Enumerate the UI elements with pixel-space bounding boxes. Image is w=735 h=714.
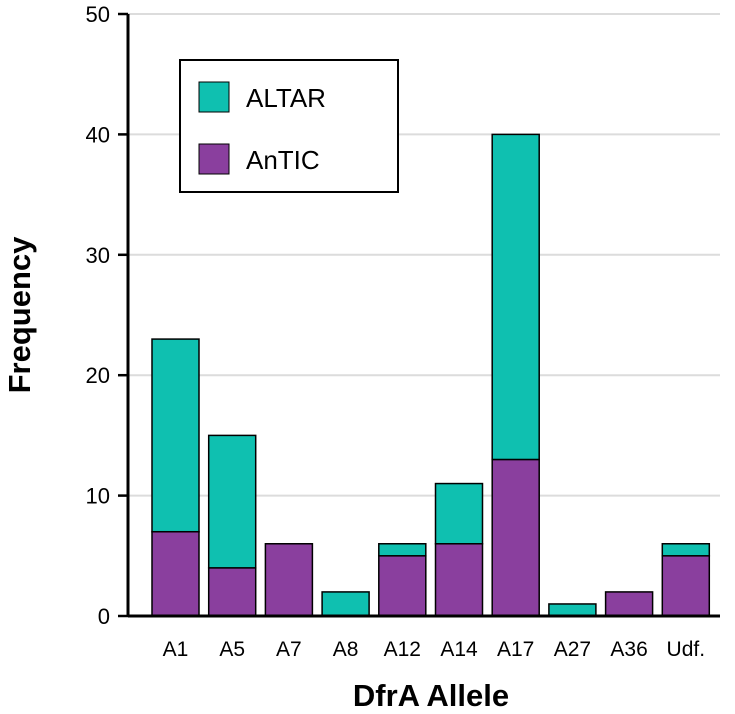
- x-tick-label-a8: A8: [333, 638, 359, 661]
- y-tick-label-20: 20: [86, 363, 110, 388]
- x-tick-label-udf: Udf.: [667, 638, 706, 661]
- legend-swatch-antic: [198, 143, 230, 175]
- x-tick-labels: A1 A5 A7 A8 A12 A14 A17 A27 A36 Udf.: [163, 638, 705, 661]
- bar-altar-a12: [378, 543, 427, 557]
- y-axis-title: Frequency: [2, 236, 37, 394]
- x-tick-label-a17: A17: [497, 638, 534, 661]
- bar-antic-udf: [661, 555, 711, 617]
- x-tick-label-a27: A27: [554, 638, 591, 661]
- bar-altar-udf: [661, 543, 711, 557]
- bar-antic-a14: [434, 543, 484, 617]
- y-tick-label-10: 10: [86, 484, 110, 509]
- bar-altar-a8: [321, 591, 370, 617]
- y-tick-label-0: 0: [98, 604, 110, 629]
- x-tick-label-a7: A7: [276, 638, 302, 661]
- y-tick-label-50: 50: [86, 2, 110, 27]
- y-tick-label-30: 30: [86, 243, 110, 268]
- bar-antic-a5: [207, 567, 257, 617]
- x-tick-label-a12: A12: [384, 638, 421, 661]
- legend-label-altar: ALTAR: [246, 83, 326, 113]
- bar-antic-a1: [151, 530, 200, 617]
- x-tick-label-a36: A36: [610, 638, 647, 661]
- x-tick-label-a1: A1: [163, 638, 189, 661]
- bar-altar-a14: [434, 482, 484, 545]
- bar-antic-a12: [378, 555, 427, 617]
- x-tick-label-a5: A5: [219, 638, 245, 661]
- bar-altar-a27: [548, 603, 597, 617]
- bar-altar-a1: [151, 338, 200, 533]
- y-tick-label-40: 40: [86, 122, 110, 147]
- bar-antic-a17: [491, 458, 540, 617]
- x-axis-title: DfrA Allele: [353, 678, 509, 713]
- y-tick-labels: 0 10 20 30 40 50: [86, 2, 128, 629]
- legend: ALTAR AnTIC: [179, 59, 399, 193]
- bar-altar-a5: [207, 434, 257, 569]
- bar-altar-a17: [491, 133, 540, 461]
- x-tick-label-a14: A14: [440, 638, 478, 661]
- bars: [151, 133, 711, 617]
- legend-label-antic: AnTIC: [246, 145, 320, 175]
- bar-antic-a36: [604, 591, 654, 617]
- axes: [126, 14, 720, 618]
- bar-antic-a7: [264, 543, 314, 617]
- legend-swatch-altar: [198, 81, 230, 113]
